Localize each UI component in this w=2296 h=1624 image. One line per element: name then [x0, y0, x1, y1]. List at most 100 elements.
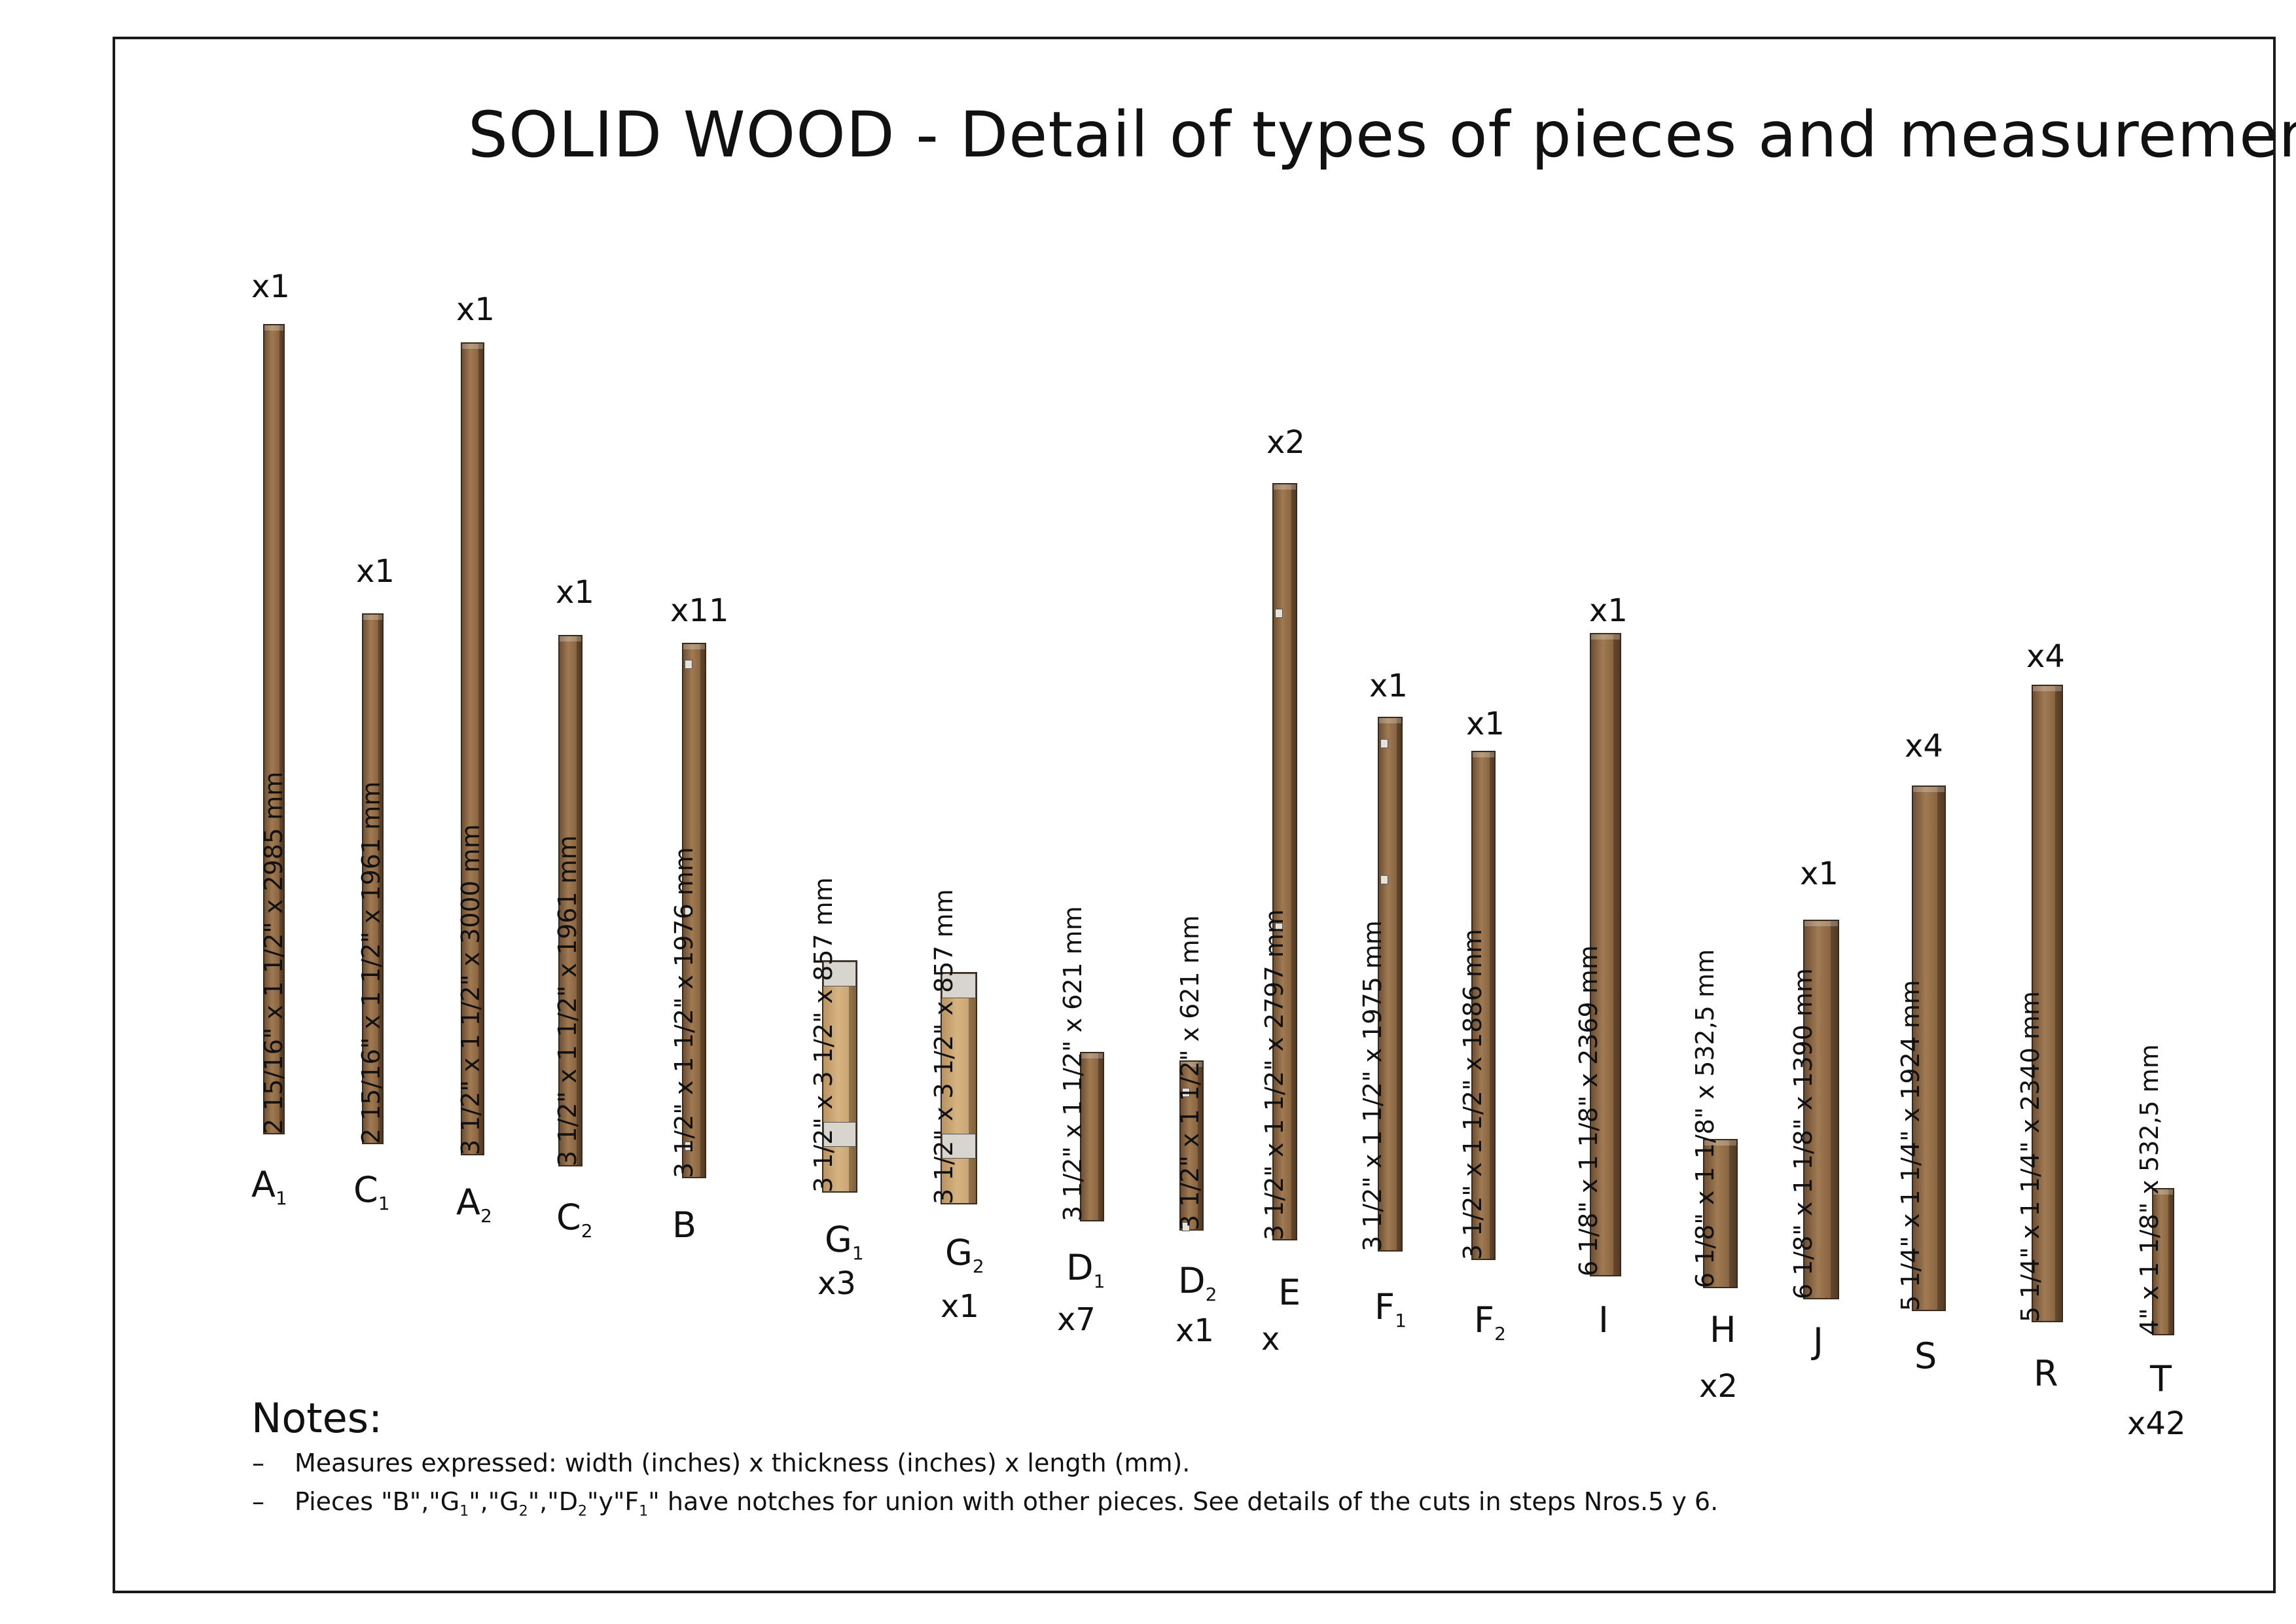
quantity-label: x1 [356, 553, 395, 590]
wood-board [558, 635, 583, 1166]
board-side-face [279, 325, 283, 1133]
piece-label: D2 [1178, 1260, 1217, 1305]
quantity-label: x1 [251, 268, 290, 305]
piece-label: C1 [353, 1169, 390, 1214]
piece-subscript: 2 [1205, 1283, 1217, 1305]
note-item: – Measures expressed: width (inches) x th… [252, 1449, 1190, 1477]
piece-label: H [1710, 1309, 1736, 1350]
dimension-label: 2 15/16" x 1 1/2" x 2985 mm [259, 771, 288, 1134]
notch-mark [1182, 1088, 1190, 1097]
quantity-label: x7 [1057, 1301, 1096, 1338]
piece-label: I [1598, 1299, 1609, 1341]
board-side-face [2168, 1189, 2173, 1334]
wood-board [1080, 1052, 1104, 1221]
notch-mark [823, 962, 856, 986]
quantity-label: x1 [1589, 592, 1628, 629]
board-top-face [1379, 718, 1401, 723]
board-top-face [2033, 686, 2062, 691]
quantity-label: x1 [1175, 1312, 1214, 1349]
wood-board [941, 972, 977, 1204]
board-top-face [683, 644, 705, 649]
piece-letter: D [1066, 1247, 1094, 1288]
piece-subscript: 1 [1395, 1309, 1407, 1331]
notes-heading: Notes: [251, 1394, 382, 1442]
board-top-face [1181, 1062, 1202, 1067]
piece-letter: A [456, 1182, 480, 1223]
notch-mark [685, 660, 692, 669]
quantity-label: x4 [2026, 638, 2065, 675]
board-top-face [1913, 787, 1945, 792]
note-text: Pieces "B","G1","G2","D2"y"F1" have notc… [295, 1487, 1719, 1520]
board-top-face [264, 325, 283, 331]
piece-subscript: 2 [972, 1255, 984, 1277]
piece-letter: S [1914, 1335, 1937, 1377]
dimension-label: 2 15/16" x 1 1/2" x 1961 mm [357, 781, 386, 1144]
dimension-label: 3 1/2" x 3 1/2" x 857 mm [929, 889, 958, 1204]
board-top-face [560, 636, 581, 641]
piece-letter: D [1178, 1260, 1206, 1301]
board-top-face [1274, 484, 1296, 490]
board-side-face [2055, 686, 2062, 1321]
quantity-label: x2 [1699, 1368, 1738, 1405]
quantity-label: x3 [817, 1265, 856, 1302]
drawing-title: SOLID WOOD - Detail of types of pieces a… [468, 98, 2296, 171]
board-side-face [478, 344, 483, 1154]
notch-mark [1380, 875, 1388, 884]
board-top-face [1473, 752, 1494, 757]
piece-letter: E [1278, 1272, 1301, 1313]
piece-label: B [672, 1204, 696, 1246]
piece-letter: R [2034, 1353, 2058, 1394]
wood-board [1471, 751, 1496, 1260]
piece-label: J [1813, 1320, 1823, 1362]
note-item: – Pieces "B","G1","G2","D2"y"F1" have not… [252, 1487, 1718, 1520]
wood-board [1590, 633, 1621, 1276]
board-side-face [1291, 484, 1296, 1239]
piece-label: A1 [251, 1164, 287, 1209]
piece-letter: T [2150, 1358, 2172, 1399]
board-top-face [1704, 1140, 1736, 1146]
wood-board [1803, 920, 1839, 1299]
piece-subscript: 1 [378, 1192, 390, 1214]
dimension-label: 5 1/4" x 1 1/4" x 1924 mm [1896, 980, 1925, 1311]
notch-mark [685, 907, 692, 916]
dimension-label: 3 1/2" x 1 1/2" x 1886 mm [1458, 929, 1487, 1260]
board-side-face [1729, 1140, 1736, 1287]
piece-subscript: 2 [480, 1204, 492, 1227]
quantity-label: x11 [670, 592, 729, 629]
dimension-label: 6 1/8" x 1 1/8" x 2369 mm [1574, 945, 1603, 1276]
wood-board [461, 342, 484, 1155]
board-side-face [1098, 1053, 1103, 1220]
quantity-label: x4 [1905, 728, 1943, 765]
wood-board [1179, 1060, 1204, 1231]
dimension-label: 6 1/8" x 1 1/8" x 532,5 mm [1691, 949, 1719, 1288]
notch-mark [1275, 923, 1283, 932]
piece-subscript: 1 [275, 1187, 287, 1209]
dimension-label: 3 1/2" x 1 1/2" x 2797 mm [1260, 909, 1289, 1240]
notch-mark [1275, 609, 1283, 618]
note-dash: – [252, 1487, 264, 1516]
board-side-face [1830, 921, 1838, 1298]
board-side-face [378, 615, 382, 1143]
board-side-face [576, 636, 581, 1165]
board-top-face [462, 344, 483, 349]
piece-label: T [2150, 1358, 2172, 1399]
note-text: Measures expressed: width (inches) x thi… [295, 1449, 1191, 1477]
board-side-face [968, 973, 976, 1203]
wood-board [1703, 1139, 1738, 1288]
piece-letter: G [825, 1219, 852, 1260]
board-side-face [1396, 718, 1401, 1250]
board-side-face [1489, 752, 1494, 1259]
piece-letter: J [1813, 1320, 1823, 1362]
notch-mark [823, 1122, 856, 1147]
wood-board [822, 960, 857, 1193]
piece-subscript: 1 [1093, 1270, 1105, 1292]
piece-label: D1 [1066, 1247, 1105, 1292]
quantity-label: x1 [941, 1288, 979, 1325]
dimension-label: 3 1/2" x 1 1/2" x 621 mm [1175, 915, 1204, 1231]
piece-label: C2 [556, 1197, 593, 1242]
wood-board [362, 613, 384, 1144]
quantity-label: x2 [1266, 424, 1305, 461]
dimension-label: 3 1/2" x 1 1/2" x 1961 mm [553, 835, 582, 1166]
dimension-label: 3 1/2" x 1 1/2" x 1976 mm [670, 847, 698, 1178]
dimension-label: 5 1/4" x 1 1/4" x 2340 mm [2016, 991, 2045, 1322]
